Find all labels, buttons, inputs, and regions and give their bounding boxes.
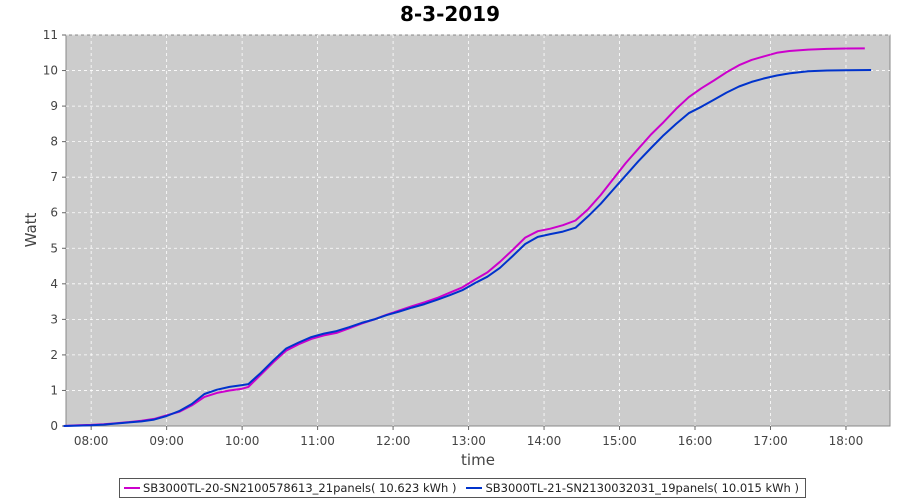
y-tick-label: 1 — [50, 383, 58, 397]
y-tick-label: 8 — [50, 135, 58, 149]
legend-item-series-1: SB3000TL-20-SN2100578613_21panels( 10.62… — [124, 481, 456, 495]
legend-item-series-2: SB3000TL-21-SN2130032031_19panels( 10.01… — [466, 481, 799, 495]
x-axis-label: time — [461, 451, 495, 469]
y-tick-label: 3 — [50, 312, 58, 326]
series-line-2 — [63, 69, 872, 427]
series-lines — [63, 47, 872, 427]
x-tick-label: 13:00 — [451, 434, 486, 448]
x-tick-label: 10:00 — [225, 434, 260, 448]
y-tick-label: 0 — [50, 419, 58, 433]
series-line-1 — [63, 47, 865, 427]
x-tick-label: 11:00 — [300, 434, 335, 448]
x-tick-label: 12:00 — [376, 434, 411, 448]
x-tick-label: 16:00 — [678, 434, 713, 448]
x-tick-label: 15:00 — [602, 434, 637, 448]
y-tick-label: 11 — [43, 28, 58, 42]
x-tick-label: 08:00 — [74, 434, 109, 448]
x-tick-label: 09:00 — [149, 434, 184, 448]
x-tick-label: 17:00 — [753, 434, 788, 448]
legend-label-series-2: SB3000TL-21-SN2130032031_19panels( 10.01… — [485, 481, 799, 495]
y-tick-label: 4 — [50, 277, 58, 291]
x-tick-label: 18:00 — [829, 434, 864, 448]
y-tick-label: 2 — [50, 348, 58, 362]
x-axis-ticks: 08:00 09:00 10:00 11:00 12:00 13:00 14:00 15:00… — [74, 426, 863, 448]
y-axis-label: Watt — [22, 212, 40, 247]
grid-lines — [66, 34, 890, 426]
y-tick-label: 7 — [50, 170, 58, 184]
y-tick-label: 10 — [43, 64, 58, 78]
plot-area — [65, 34, 891, 427]
legend-swatch-series-1 — [124, 487, 140, 489]
legend-label-series-1: SB3000TL-20-SN2100578613_21panels( 10.62… — [143, 481, 457, 495]
y-tick-label: 6 — [50, 206, 58, 220]
legend: SB3000TL-20-SN2100578613_21panels( 10.62… — [119, 478, 806, 498]
legend-swatch-series-2 — [466, 487, 483, 489]
y-tick-label: 5 — [50, 241, 58, 255]
chart-title: 8-3-2019 — [400, 2, 500, 26]
y-axis-ticks: 0 1 2 3 4 5 6 7 8 9 10 11 — [43, 28, 66, 433]
x-tick-label: 14:00 — [527, 434, 562, 448]
y-tick-label: 9 — [50, 99, 58, 113]
